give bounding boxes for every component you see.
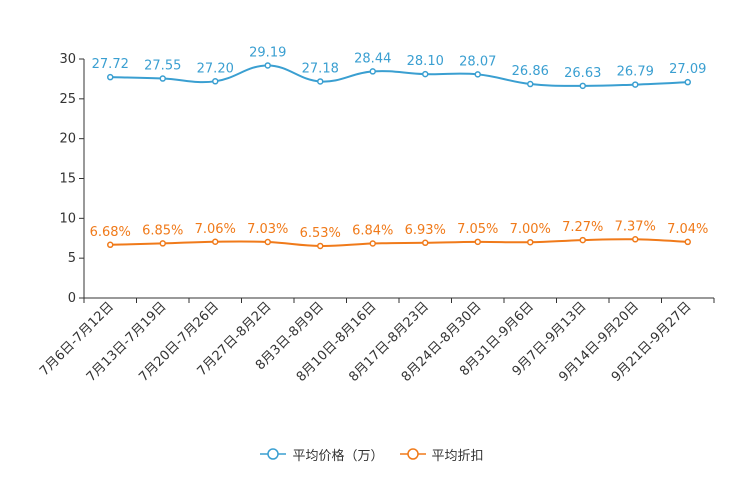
y-tick-label: 0 (68, 291, 76, 306)
series-0-data-label: 26.79 (617, 65, 654, 80)
y-tick-label: 25 (59, 92, 76, 107)
series-0-point (684, 78, 691, 86)
series-1-data-label: 7.04% (667, 222, 708, 237)
series-1-data-label: 6.85% (142, 223, 183, 238)
series-0-data-label: 27.09 (669, 62, 706, 77)
series-1-data-label: 7.05% (457, 222, 498, 237)
series-1-point (264, 238, 271, 246)
series-1-point (684, 238, 691, 246)
series-0-data-label: 29.19 (249, 45, 286, 60)
legend-item-discount[interactable]: 平均折扣 (399, 445, 484, 464)
series-0-point (474, 71, 481, 78)
series-1-point (212, 238, 219, 246)
series-1-data-label: 7.37% (615, 219, 656, 234)
series-0-point (632, 81, 639, 88)
series-1-data-label: 7.00% (510, 222, 551, 237)
y-tick-label: 10 (59, 211, 76, 226)
series-1-data-label: 6.84% (352, 224, 393, 239)
y-tick-label: 30 (59, 52, 76, 67)
series-0-data-label: 28.10 (407, 54, 444, 69)
series-line-0 (110, 64, 688, 87)
series-1-point (317, 242, 324, 250)
series-1-point (422, 239, 429, 247)
series-1-point (579, 236, 586, 244)
series-0-point (317, 78, 324, 85)
series-1-point (159, 240, 166, 247)
series-1-point (527, 238, 534, 246)
y-tick-label: 15 (59, 172, 76, 187)
series-0-data-label: 27.72 (92, 57, 129, 72)
series-1-data-label: 6.93% (405, 223, 446, 238)
series-0-data-label: 28.44 (354, 51, 391, 66)
legend-discount-icon (399, 448, 426, 460)
series-0-point (579, 82, 586, 90)
legend: 平均价格（万） 平均折扣 (0, 444, 744, 464)
series-1-data-label: 7.27% (562, 220, 603, 235)
series-0-point (527, 80, 534, 88)
series-line-1 (110, 238, 688, 247)
y-tick-label: 20 (59, 132, 76, 147)
series-0-data-label: 27.55 (144, 59, 181, 74)
series-0-point (159, 75, 166, 82)
series-0-data-label: 28.07 (459, 54, 496, 69)
series-1-data-label: 6.68% (90, 225, 131, 240)
series-1-point (632, 236, 639, 243)
series-1-point (107, 241, 114, 249)
series-1-data-label: 7.06% (195, 222, 236, 237)
series-1-point (474, 238, 481, 246)
series-0-point (369, 68, 376, 75)
series-1-point (369, 240, 376, 247)
legend-price-label: 平均价格（万） (292, 448, 384, 464)
series-0-point (422, 70, 429, 78)
series-0-point (107, 73, 114, 81)
series-0-point (212, 78, 219, 85)
series-1-data-label: 6.53% (300, 226, 341, 241)
legend-discount-label: 平均折扣 (431, 448, 484, 464)
y-tick-label: 5 (68, 251, 76, 266)
series-0-data-label: 27.18 (302, 61, 339, 76)
legend-price-icon (260, 448, 287, 460)
line-chart: 0510152025307月6日-7月12日7月13日-7月19日7月20日-7… (37, 45, 715, 385)
series-0-data-label: 26.63 (564, 66, 601, 81)
series-0-data-label: 26.86 (512, 64, 549, 79)
series-1-data-label: 7.03% (247, 222, 288, 237)
legend-item-price[interactable]: 平均价格（万） (260, 445, 384, 464)
series-0-point (264, 62, 271, 69)
series-0-data-label: 27.20 (197, 61, 234, 76)
